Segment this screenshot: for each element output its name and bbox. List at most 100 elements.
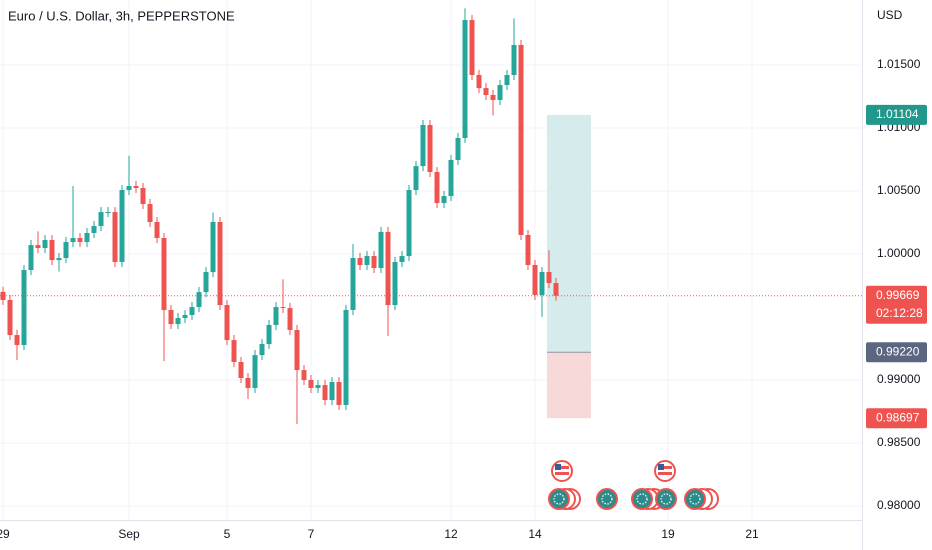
candle-body xyxy=(490,95,496,101)
candle-body xyxy=(546,272,552,283)
candle-body xyxy=(455,137,461,161)
candles xyxy=(0,8,559,425)
candle-body xyxy=(91,226,97,233)
stop-zone xyxy=(547,352,591,419)
candle-body xyxy=(413,166,419,191)
candle-body xyxy=(70,238,76,243)
candle-body xyxy=(553,282,559,296)
y-tick-label: 0.99000 xyxy=(877,372,921,386)
candle-body xyxy=(462,20,468,138)
candle-body xyxy=(140,187,146,204)
event-stack[interactable] xyxy=(631,488,677,510)
x-tick-label: Sep xyxy=(118,527,140,541)
candle-body xyxy=(525,234,531,265)
candle-body xyxy=(252,355,258,388)
candle-body xyxy=(392,261,398,306)
target-tag: 1.01104 xyxy=(876,107,919,121)
candle-body xyxy=(266,324,272,344)
x-tick-label: 5 xyxy=(224,527,231,541)
candle-body xyxy=(448,160,454,197)
candle-body xyxy=(364,256,370,265)
candle-body xyxy=(217,222,223,306)
candle-body xyxy=(385,231,391,306)
candle-body xyxy=(7,300,13,336)
candle-body xyxy=(287,308,293,330)
candle-body xyxy=(301,370,307,381)
entry-tag-bg xyxy=(866,342,927,363)
y-tick-label: 0.98500 xyxy=(877,435,921,449)
axis-labels: 0.980000.985000.990001.000001.005001.010… xyxy=(0,57,927,541)
y-tick-label: 1.01500 xyxy=(877,57,921,71)
candle-body xyxy=(532,264,538,295)
candle-body xyxy=(294,329,300,371)
candle-body xyxy=(126,185,132,191)
x-tick-label: 14 xyxy=(528,527,542,541)
candle-body xyxy=(497,85,503,101)
candle-body xyxy=(98,212,104,227)
candle-body xyxy=(56,258,62,261)
candle-body xyxy=(84,232,90,243)
y-axis-unit: USD xyxy=(877,8,903,22)
position-box xyxy=(547,114,591,419)
candle-body xyxy=(315,385,321,388)
candle-body xyxy=(147,203,153,223)
candle-body xyxy=(119,190,125,262)
y-tick-label: 1.00500 xyxy=(877,183,921,197)
candle-body xyxy=(182,314,188,319)
candle-body xyxy=(511,44,517,75)
candle-body xyxy=(399,256,405,262)
candle-body xyxy=(518,44,524,235)
event-flag[interactable] xyxy=(654,460,676,482)
candle-body xyxy=(259,343,265,356)
candle-body xyxy=(77,238,83,243)
event-stack[interactable] xyxy=(684,488,719,510)
grid xyxy=(0,0,862,520)
candle-body xyxy=(231,340,237,362)
candle-body xyxy=(224,305,230,341)
candle-body xyxy=(434,171,440,203)
event-flag[interactable] xyxy=(551,460,573,482)
candle-body xyxy=(343,309,349,405)
candle-body xyxy=(483,88,489,96)
candle-body xyxy=(420,124,426,167)
candle-body xyxy=(63,242,69,259)
candle-body xyxy=(539,272,545,295)
candle-body xyxy=(308,380,314,388)
x-tick-label: 19 xyxy=(661,527,675,541)
candle-body xyxy=(378,231,384,269)
candle-body xyxy=(322,385,328,401)
candle-body xyxy=(35,245,41,248)
candle-body xyxy=(203,272,209,293)
candle-body xyxy=(210,222,216,273)
candle-body xyxy=(238,361,244,378)
candle-body xyxy=(406,190,412,257)
candle-body xyxy=(105,212,111,214)
event-icon[interactable] xyxy=(596,488,618,510)
x-tick-label: 12 xyxy=(444,527,458,541)
stop-tag: 0.98697 xyxy=(876,410,920,424)
candle-body xyxy=(28,245,34,271)
candle-body xyxy=(441,196,447,203)
candle-body xyxy=(329,382,335,401)
candle-body xyxy=(154,222,160,239)
event-stack[interactable] xyxy=(548,488,581,510)
candle-body xyxy=(273,307,279,325)
last-price-tag-bg xyxy=(866,285,927,324)
x-tick-label: 29 xyxy=(0,527,10,541)
candle-body xyxy=(357,258,363,265)
candle-body xyxy=(504,74,510,86)
candle-body xyxy=(189,307,195,315)
candle-body xyxy=(21,270,27,345)
candle-body xyxy=(175,318,181,325)
candle-body xyxy=(476,74,482,89)
y-tick-label: 1.00000 xyxy=(877,246,921,260)
candle-body xyxy=(133,185,139,188)
entry-tag: 0.99220 xyxy=(876,344,920,358)
target-tag-bg xyxy=(866,104,927,125)
x-tick-label: 7 xyxy=(308,527,315,541)
event-icons xyxy=(548,460,719,510)
candle-body xyxy=(161,238,167,310)
candle-body xyxy=(14,335,20,345)
candle-body xyxy=(371,256,377,269)
